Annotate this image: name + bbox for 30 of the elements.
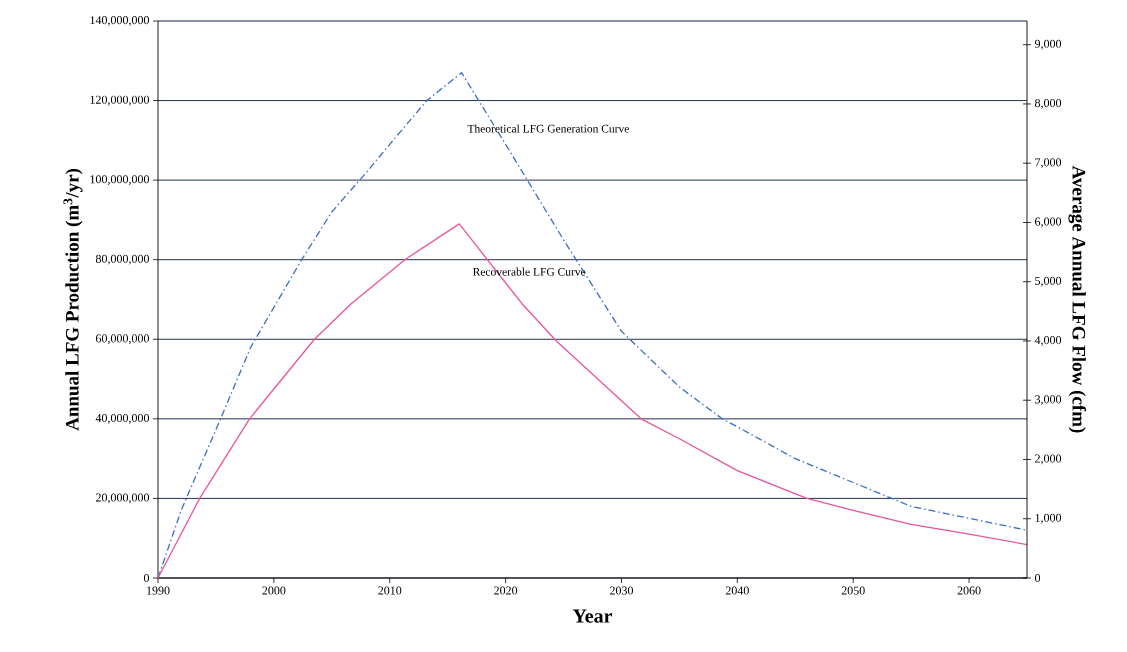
y2-tick-label: 6,000	[1035, 217, 1062, 228]
x-tick-label: 2020	[494, 586, 518, 595]
x-tick-label: 2010	[378, 586, 402, 595]
y-tick-label: 20,000,000	[96, 493, 150, 504]
x-tick-label: 2040	[725, 586, 749, 595]
y-tick-label: 40,000,000	[95, 413, 150, 424]
x-tick-label: 2030	[610, 586, 633, 595]
y-tick-label: 80,000,000	[95, 254, 150, 265]
y2-tick-label: 5,000	[1035, 276, 1062, 287]
y-tick-label: 0	[143, 573, 150, 583]
y2-tick-label: 0	[1035, 573, 1041, 583]
y2-tick-label: 4,000	[1034, 336, 1062, 346]
y-tick-label: 60,000,000	[95, 334, 150, 345]
y2-tick-label: 8,000	[1035, 99, 1062, 109]
y2-tick-label: 2,000	[1035, 454, 1062, 465]
y2-tick-label: 9,000	[1034, 39, 1062, 50]
y2-axis-title: Average Annual LFG Flow (cfm)	[1068, 165, 1086, 433]
x-tick-label: 1990	[147, 586, 170, 595]
x-tick-label: 2050	[841, 586, 865, 595]
x-tick-label: 2000	[262, 586, 286, 595]
annotation: Theoretical LFG Generation Curve	[467, 124, 629, 133]
y-tick-label: 120,000,000	[90, 95, 150, 106]
y-tick-label: 100,000,000	[90, 175, 150, 186]
x-tick-label: 2060	[957, 586, 981, 595]
y2-tick-label: 7,000	[1035, 158, 1062, 169]
y-axis-title: Annual LFG Production (m$^{3}$/yr)	[63, 168, 83, 431]
x-axis-title: Year	[572, 609, 613, 623]
y2-tick-label: 3,000	[1035, 395, 1062, 406]
y-tick-label: 140,000,000	[90, 16, 150, 26]
y2-tick-label: 1,000	[1035, 513, 1062, 524]
